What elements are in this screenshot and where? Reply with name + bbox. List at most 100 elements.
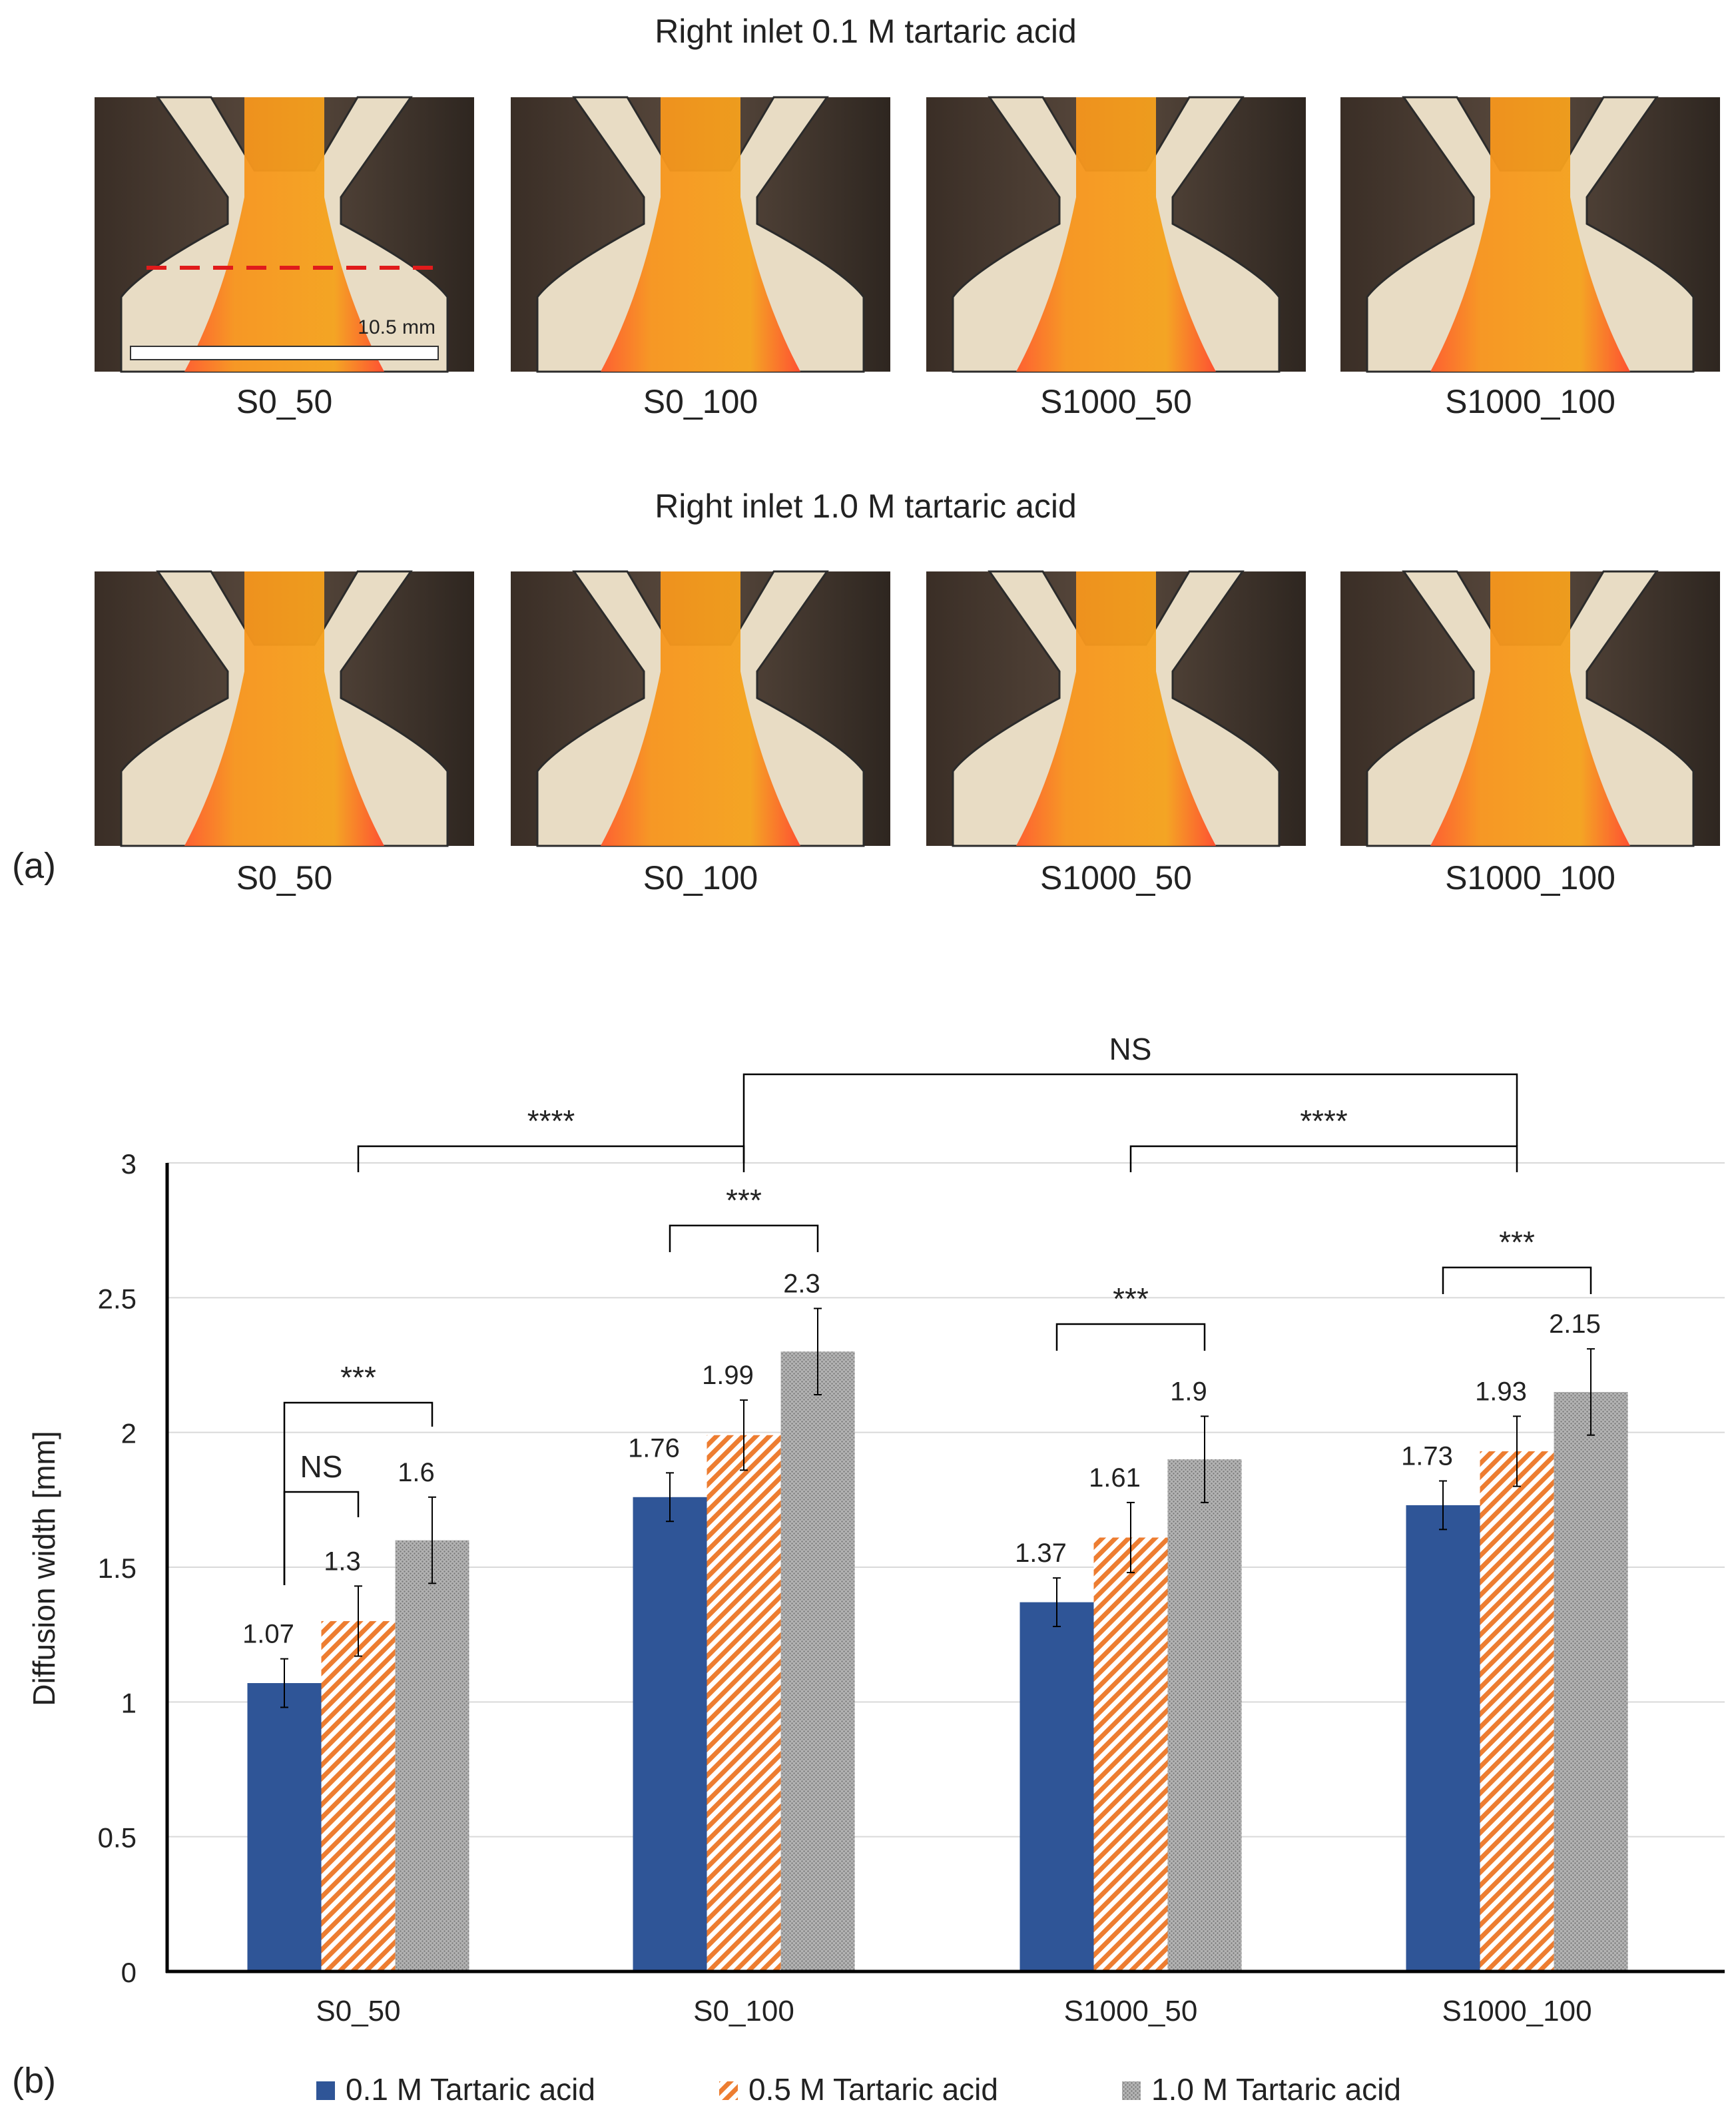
dye-stream: [601, 97, 800, 372]
bar-s3-S1000_50: [1167, 1459, 1242, 1971]
y-tick-label: 2.5: [98, 1283, 137, 1314]
legend-item-3: 1.0 M Tartaric acid: [1122, 2072, 1401, 2107]
bar-s1-S0_100: [633, 1497, 707, 1971]
y-tick-label: 2: [121, 1418, 137, 1449]
row-2-title: Right inlet 1.0 M tartaric acid: [655, 488, 1077, 525]
panel-b: 0 0.5 1 1.5 2 2.5 3 1.07 1.76 1.37 1.73 1.3 1.99 1.6…: [12, 1032, 1725, 2107]
bar-s2-S0_100: [707, 1435, 781, 1971]
significance-brackets: NS**** ****************NS: [283, 1032, 1592, 1585]
bar-s1-S0_50: [247, 1683, 322, 1971]
data-label: 1.37: [1015, 1539, 1067, 1568]
bracket-label: NS: [1109, 1032, 1152, 1066]
bracket-label: ***: [726, 1183, 762, 1218]
photo-r1-c4: [1340, 96, 1720, 373]
error-bar: [1587, 1348, 1595, 1436]
error-bar: [1127, 1501, 1135, 1574]
data-label: 1.93: [1475, 1377, 1527, 1406]
dye-stream: [184, 571, 384, 846]
bracket-label: NS: [300, 1449, 343, 1484]
bar-s2-S1000_50: [1093, 1537, 1168, 1971]
bracket-label: ****: [527, 1104, 575, 1138]
data-label: 1.07: [242, 1620, 294, 1649]
bracket-label: ****: [1300, 1104, 1348, 1138]
photo-caption: S1000_50: [1040, 859, 1192, 896]
y-axis-title: Diffusion width [mm]: [27, 1431, 61, 1706]
legend-item-2: 0.5 M Tartaric acid: [719, 2072, 998, 2107]
panel-b-label: (b): [12, 2061, 56, 2101]
data-label: 1.61: [1089, 1463, 1141, 1493]
data-label: 1.76: [628, 1433, 680, 1463]
x-tick-label: S1000_50: [1064, 1995, 1198, 2027]
dye-stream: [184, 97, 384, 372]
photo-r1-c3: [926, 96, 1306, 373]
legend-swatch: [316, 2081, 335, 2100]
significance-bracket: ***: [1055, 1281, 1206, 1351]
significance-bracket: ***: [1442, 1225, 1592, 1294]
legend-label: 0.1 M Tartaric acid: [346, 2072, 595, 2107]
bracket-label: ***: [1113, 1281, 1149, 1316]
y-tick-label: 1.5: [98, 1553, 137, 1584]
error-bar: [354, 1585, 362, 1657]
y-tick-label: 0: [121, 1957, 137, 1988]
data-label: 1.9: [1170, 1377, 1207, 1406]
data-labels: 1.07 1.76 1.37 1.73 1.3 1.99 1.61 1.93 1.6 2.3 1.9…: [242, 1269, 1601, 1649]
dye-stream: [1016, 97, 1216, 372]
photo-caption: S1000_100: [1445, 383, 1615, 420]
photo-r1-c1: 10.5 mm: [95, 96, 474, 373]
error-bar: [666, 1472, 674, 1523]
x-tick-labels: S0_50 S0_100 S1000_50 S1000_100: [316, 1995, 1591, 2027]
photo-r2-c4: [1340, 570, 1720, 847]
data-label: 2.15: [1549, 1309, 1601, 1339]
bracket-line: [742, 1073, 1518, 1163]
photo-r2-c3: [926, 570, 1306, 847]
error-bar: [1053, 1577, 1061, 1628]
data-label: 1.99: [702, 1361, 754, 1390]
legend-swatch: [719, 2081, 738, 2100]
error-bar: [1439, 1480, 1447, 1531]
bracket-line: [357, 1145, 745, 1172]
data-label: 1.6: [398, 1458, 435, 1487]
photo-caption: S0_100: [643, 383, 758, 420]
photo-caption: S0_50: [236, 859, 333, 896]
significance-bracket: ****: [1129, 1104, 1518, 1172]
photo-caption: S0_100: [643, 859, 758, 896]
y-tick-label: 0.5: [98, 1822, 137, 1854]
legend: 0.1 M Tartaric acid 0.5 M Tartaric acid 1.…: [316, 2072, 1401, 2107]
scale-bar: [130, 346, 439, 360]
significance-bracket: NS: [283, 1449, 360, 1585]
panel-a: Right inlet 0.1 M tartaric acid Right in…: [12, 13, 1720, 896]
significance-bracket: NS: [742, 1032, 1518, 1163]
bar-s3-S0_50: [395, 1540, 469, 1971]
significance-bracket: ****: [357, 1104, 745, 1172]
photo-caption: S0_50: [236, 383, 333, 420]
legend-label: 0.5 M Tartaric acid: [748, 2072, 998, 2107]
significance-bracket: ***: [283, 1360, 434, 1585]
legend-item-1: 0.1 M Tartaric acid: [316, 2072, 595, 2107]
dye-stream: [1430, 571, 1630, 846]
x-tick-label: S0_50: [316, 1995, 400, 2027]
dye-stream: [601, 571, 800, 846]
photo-grid: 10.5 mm S0_50 S0_100 S1000_50 S1000_100 S0_50…: [95, 96, 1720, 896]
error-bar: [1201, 1415, 1209, 1503]
photo-caption: S1000_100: [1445, 859, 1615, 896]
error-bars: [280, 1307, 1595, 1708]
bracket-label: ***: [340, 1360, 376, 1395]
bars: [247, 1351, 1628, 1971]
error-bar: [740, 1399, 748, 1471]
bar-s1-S1000_100: [1406, 1505, 1480, 1971]
row-1-title: Right inlet 0.1 M tartaric acid: [655, 13, 1077, 50]
bar-s3-S0_100: [780, 1351, 855, 1971]
legend-swatch: [1122, 2081, 1141, 2100]
data-label: 1.73: [1401, 1442, 1453, 1471]
y-tick-labels: 0 0.5 1 1.5 2 2.5 3: [98, 1148, 137, 1988]
panel-a-label: (a): [12, 846, 56, 886]
photo-r2-c2: [511, 570, 890, 847]
data-label: 2.3: [783, 1269, 820, 1299]
scale-bar-label: 10.5 mm: [358, 316, 435, 338]
y-tick-label: 3: [121, 1148, 137, 1180]
photo-caption: S1000_50: [1040, 383, 1192, 420]
bracket-line: [283, 1401, 434, 1585]
error-bar: [1513, 1415, 1521, 1487]
bar-s1-S1000_50: [1019, 1602, 1094, 1971]
